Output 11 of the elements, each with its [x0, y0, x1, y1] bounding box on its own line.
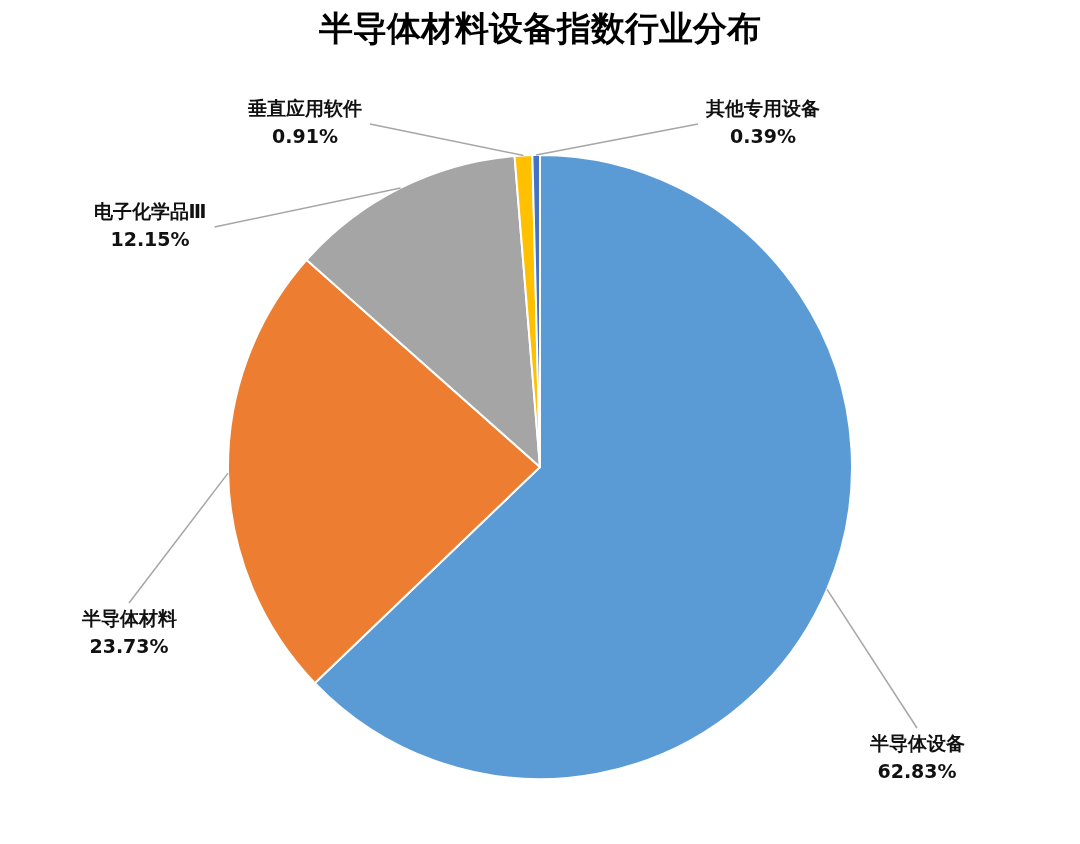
- data-label: 12.15%: [110, 227, 190, 250]
- slice-label: 半导体材料: [80, 606, 177, 629]
- slice-label: 垂直应用软件: [247, 96, 362, 119]
- data-label: 62.83%: [877, 759, 957, 782]
- data-label: 0.91%: [272, 124, 338, 147]
- slice-label: 其他专用设备: [705, 96, 820, 119]
- slice-label: 半导体设备: [868, 731, 965, 754]
- chart-title: 半导体材料设备指数行业分布: [318, 7, 761, 48]
- data-label: 23.73%: [89, 634, 169, 657]
- slice-label: 电子化学品Ⅲ: [93, 199, 207, 222]
- data-label: 0.39%: [730, 124, 796, 147]
